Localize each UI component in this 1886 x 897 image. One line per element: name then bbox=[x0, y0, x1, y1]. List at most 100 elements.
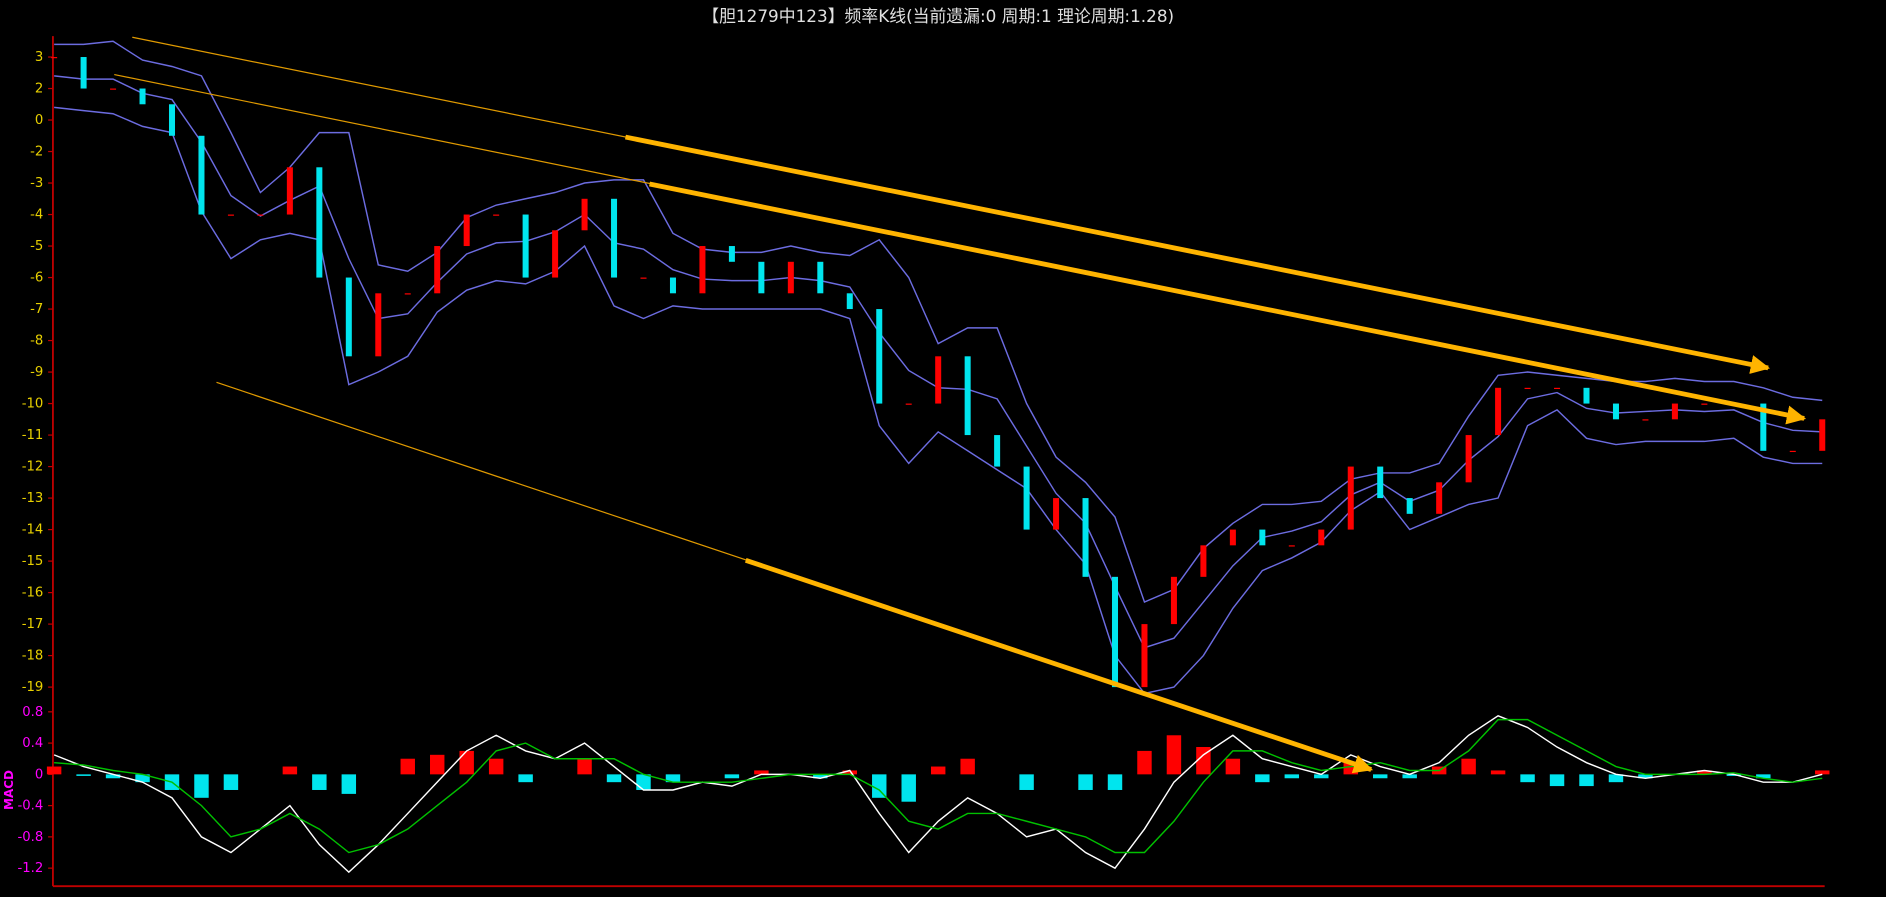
macd-bar bbox=[1638, 774, 1653, 779]
y-tick-label: -1.2 bbox=[17, 861, 43, 876]
candle bbox=[1819, 419, 1826, 451]
macd-bar bbox=[1697, 770, 1712, 775]
candle bbox=[168, 104, 176, 136]
macd-bar bbox=[1078, 774, 1093, 790]
candle bbox=[994, 435, 1001, 467]
trend-arrow bbox=[744, 558, 1374, 774]
candle bbox=[1760, 403, 1767, 451]
candle bbox=[611, 198, 618, 278]
macd-bar bbox=[76, 774, 91, 776]
y-tick-label: 2 bbox=[35, 82, 43, 97]
candle bbox=[1495, 387, 1502, 436]
macd-bar bbox=[960, 758, 975, 775]
candle bbox=[1053, 498, 1060, 530]
candle bbox=[935, 356, 942, 404]
candle bbox=[1406, 498, 1413, 514]
plot: 3 2 0 -2 -3 -4 -5 -6 -7 -8 -9 -10 -11 -12 -13 -14 -15 -16… bbox=[17, 40, 1830, 876]
macd-bar bbox=[1255, 774, 1270, 783]
candle bbox=[1701, 403, 1708, 405]
candle bbox=[1789, 450, 1796, 453]
y-tick-label: -14 bbox=[22, 523, 44, 538]
macd-bar bbox=[1608, 774, 1624, 783]
candle bbox=[1082, 498, 1089, 577]
macd-bar bbox=[813, 774, 828, 779]
candle bbox=[1170, 576, 1177, 625]
macd-bar bbox=[1284, 774, 1300, 779]
candle bbox=[198, 135, 205, 215]
candle bbox=[1141, 624, 1148, 688]
macd-bar bbox=[872, 774, 887, 798]
candle bbox=[227, 214, 234, 216]
candle bbox=[404, 293, 411, 295]
y-tick-label: -11 bbox=[22, 428, 44, 443]
candle bbox=[817, 261, 824, 294]
y-tick-label: -6 bbox=[30, 271, 43, 286]
y-tick-label: -3 bbox=[30, 176, 43, 191]
macd-bar bbox=[665, 774, 681, 783]
trend-arrow bbox=[624, 134, 1771, 374]
macd-bar bbox=[1402, 774, 1417, 779]
macd-bar bbox=[606, 774, 622, 783]
candle bbox=[493, 214, 500, 216]
macd-bar bbox=[1520, 774, 1535, 783]
candle bbox=[51, 57, 58, 59]
macd-bar bbox=[577, 758, 592, 775]
y-tick-label: -10 bbox=[22, 397, 44, 412]
candle bbox=[876, 309, 883, 404]
macd-bar bbox=[312, 774, 327, 790]
macd-bar bbox=[1225, 758, 1241, 775]
line bbox=[53, 714, 1823, 874]
y-tick-label: -9 bbox=[30, 365, 43, 380]
y-tick-label: -8 bbox=[30, 334, 43, 349]
candle bbox=[1288, 545, 1295, 547]
candle bbox=[1583, 387, 1590, 404]
y-tick-label: 3 bbox=[35, 50, 43, 65]
y-tick-label: -7 bbox=[30, 302, 43, 317]
chart-title: 【胆1279中123】频率K线(当前遗漏:0 周期:1 理论周期:1.28) bbox=[702, 6, 1174, 26]
macd-bar bbox=[1343, 762, 1358, 775]
candle bbox=[640, 277, 647, 279]
candle bbox=[846, 293, 853, 310]
trend-lines bbox=[114, 36, 1807, 774]
macd-bar bbox=[1373, 774, 1388, 779]
y-tick-label: -2 bbox=[30, 145, 43, 160]
y-tick-label: 0 bbox=[35, 113, 43, 128]
candle bbox=[1671, 403, 1678, 420]
macd-bar bbox=[400, 758, 415, 775]
candle bbox=[905, 403, 912, 405]
y-tick-label: -16 bbox=[22, 586, 44, 601]
candle bbox=[316, 167, 323, 278]
y-tick-label: -12 bbox=[22, 460, 44, 475]
candle bbox=[1111, 576, 1119, 688]
macd-bar bbox=[754, 770, 769, 775]
candle bbox=[787, 261, 794, 294]
candle bbox=[1200, 545, 1207, 577]
y-tick-label: -18 bbox=[22, 649, 44, 664]
y-tick-label: 0.8 bbox=[22, 705, 43, 720]
macd-bar bbox=[1196, 746, 1211, 775]
candle bbox=[80, 57, 87, 89]
candle bbox=[1229, 529, 1236, 546]
candle bbox=[1023, 466, 1030, 530]
candle bbox=[699, 246, 706, 294]
candle bbox=[581, 198, 588, 231]
y-tick-label: -17 bbox=[22, 617, 44, 632]
candle bbox=[728, 246, 735, 262]
candle bbox=[522, 214, 529, 278]
macd-bar bbox=[518, 774, 533, 783]
macd-bar bbox=[1579, 774, 1594, 787]
macd-bar bbox=[724, 774, 740, 779]
candle bbox=[1554, 387, 1561, 390]
trend-arrow bbox=[649, 181, 1807, 425]
line bbox=[54, 718, 1823, 854]
candle bbox=[1436, 482, 1443, 514]
candle bbox=[375, 293, 382, 357]
macd-bar bbox=[1314, 774, 1329, 779]
macd-bar bbox=[46, 766, 62, 775]
line bbox=[54, 40, 1823, 604]
candle bbox=[1612, 403, 1619, 420]
macd-bar bbox=[1166, 735, 1182, 775]
candle bbox=[552, 230, 559, 278]
